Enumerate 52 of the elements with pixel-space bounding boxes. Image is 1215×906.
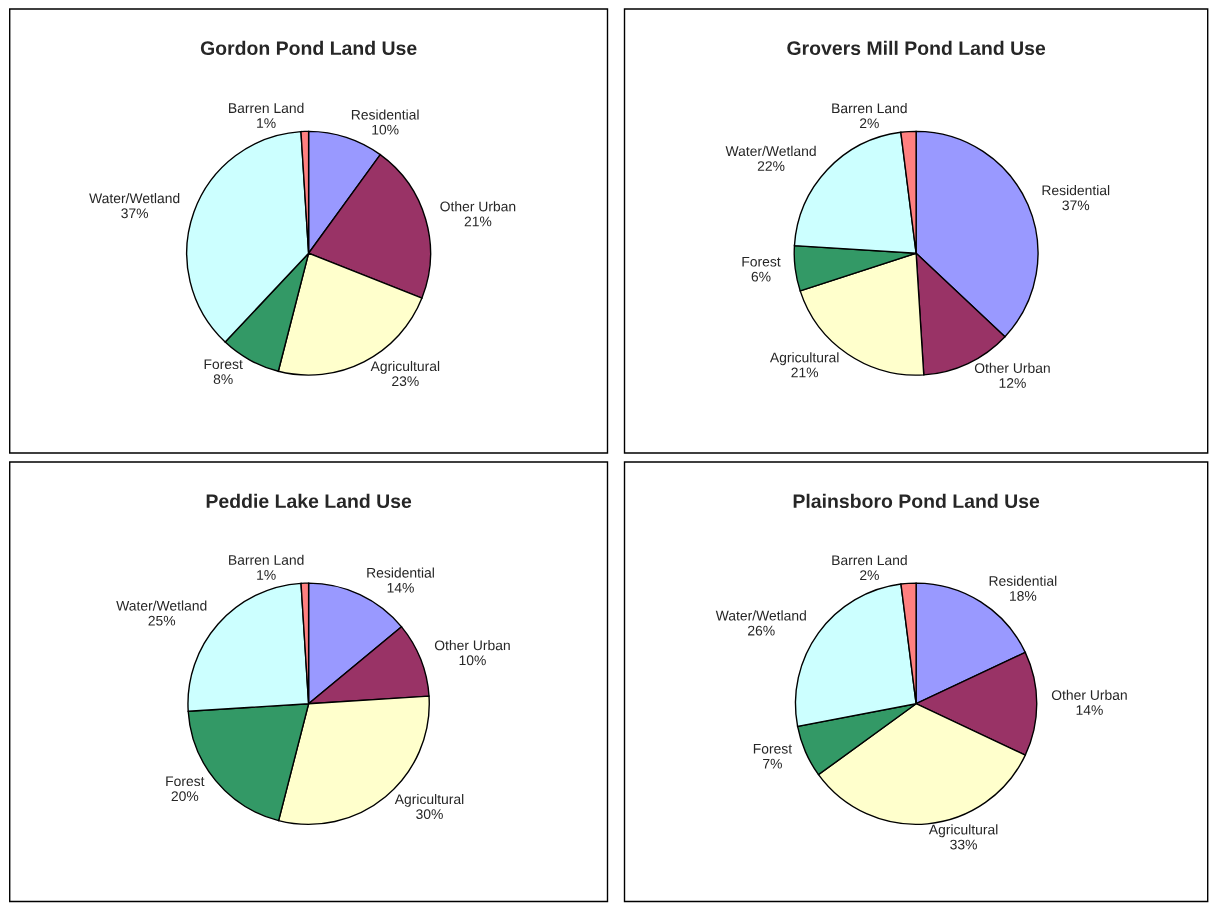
slice-label: Agricultural <box>928 824 998 838</box>
slice-label: Water/Wetland <box>725 145 816 157</box>
data-label: 20% <box>171 791 199 802</box>
slice-label: Forest <box>166 776 205 787</box>
slice-label: Other Urban <box>974 362 1050 373</box>
slice-label: Residential <box>367 567 434 578</box>
data-label: 10% <box>459 655 486 666</box>
slice-label: Residential <box>1042 185 1110 196</box>
chart-title: Gordon Pond Land Use <box>200 40 417 56</box>
data-label: 14% <box>387 582 414 593</box>
slice-label: Barren Land <box>229 102 304 114</box>
slice-label: Water/Wetland <box>89 193 180 204</box>
slice-label: Barren Land <box>832 103 907 114</box>
data-label: 23% <box>392 376 419 387</box>
slice-label: Forest <box>753 743 792 754</box>
slice-label: Other Urban <box>434 640 510 651</box>
data-label: 37% <box>1062 200 1090 211</box>
data-label: 18% <box>1010 591 1037 601</box>
slice-label: Forest <box>204 359 243 370</box>
data-label: 8% <box>213 374 233 385</box>
slice-label: Barren Land <box>832 554 907 566</box>
slice-label: Water/Wetland <box>715 610 806 621</box>
chart-title: Peddie Lake Land Use <box>206 493 412 509</box>
slice-label: Barren Land <box>229 554 304 565</box>
slice-label: Agricultural <box>394 793 464 807</box>
slice-label: Residential <box>989 575 1057 586</box>
slice-label: Other Urban <box>1051 689 1127 700</box>
chart-title: Grovers Mill Pond Land Use <box>787 40 1046 56</box>
data-label: 33% <box>950 839 977 850</box>
data-label: 25% <box>148 615 176 626</box>
data-label: 14% <box>1076 705 1103 715</box>
data-label: 2% <box>860 570 879 581</box>
data-label: 26% <box>748 625 775 636</box>
data-label: 1% <box>257 118 276 128</box>
data-label: 37% <box>121 208 149 219</box>
data-label: 12% <box>999 378 1026 388</box>
data-label: 1% <box>257 570 276 580</box>
data-label: 2% <box>859 118 879 129</box>
slice-label: Agricultural <box>769 352 839 366</box>
slice-label: Water/Wetland <box>116 600 207 611</box>
slice-label: Residential <box>351 109 419 120</box>
data-label: 10% <box>372 124 399 135</box>
chart-title: Plainsboro Pond Land Use <box>793 493 1040 509</box>
data-label: 21% <box>791 367 819 378</box>
data-label: 21% <box>464 216 492 227</box>
slice-label: Other Urban <box>440 201 516 212</box>
data-label: 7% <box>763 758 782 769</box>
slice-label: Agricultural <box>370 360 440 374</box>
data-label: 22% <box>757 161 785 171</box>
data-label: 30% <box>416 809 443 820</box>
data-label: 6% <box>751 271 771 282</box>
slice-label: Forest <box>742 256 781 267</box>
